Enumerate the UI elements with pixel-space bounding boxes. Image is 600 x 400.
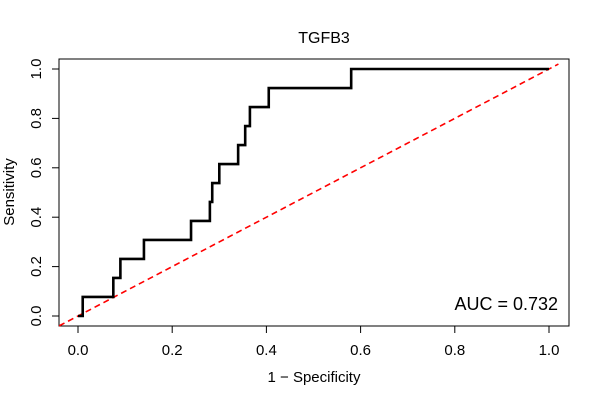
x-tick-label: 0.0 xyxy=(68,342,89,359)
y-tick-label: 0.4 xyxy=(28,207,45,228)
chart-title: TGFB3 xyxy=(298,30,350,47)
x-tick-label: 1.0 xyxy=(539,342,560,359)
plot-frame xyxy=(58,58,570,327)
reference-diagonal-line xyxy=(58,63,559,327)
y-tick-label: 0.0 xyxy=(28,306,45,327)
y-axis: 0.0 0.2 0.4 0.6 0.8 1.0 xyxy=(28,59,59,327)
series-layer xyxy=(58,63,559,327)
x-axis-label: 1 − Specificity xyxy=(268,369,361,386)
roc-curve-line xyxy=(78,67,549,318)
y-axis-label: Sensitivity xyxy=(1,158,18,226)
x-tick-label: 0.4 xyxy=(256,342,277,359)
x-tick-label: 0.2 xyxy=(162,342,183,359)
y-tick-label: 0.2 xyxy=(28,256,45,277)
y-tick-label: 0.8 xyxy=(28,108,45,129)
x-tick-label: 0.8 xyxy=(444,342,465,359)
x-tick-label: 0.6 xyxy=(350,342,371,359)
y-tick-label: 0.6 xyxy=(28,157,45,178)
auc-annotation: AUC = 0.732 xyxy=(454,294,558,314)
y-tick-label: 1.0 xyxy=(28,59,45,80)
x-axis: 0.0 0.2 0.4 0.6 0.8 1.0 xyxy=(68,326,560,359)
